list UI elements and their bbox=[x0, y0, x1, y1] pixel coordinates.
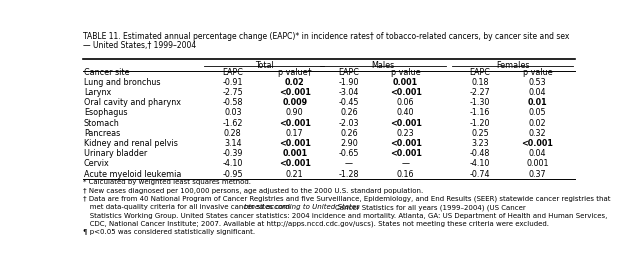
Text: -3.04: -3.04 bbox=[339, 88, 359, 97]
Text: Cancer Statistics for all years (1999–2004) (US Cancer: Cancer Statistics for all years (1999–20… bbox=[335, 204, 526, 211]
Text: CDC, National Cancer Institute; 2007. Available at http://apps.nccd.cdc.gov/uscs: CDC, National Cancer Institute; 2007. Av… bbox=[83, 221, 549, 227]
Text: 3.23: 3.23 bbox=[471, 139, 489, 148]
Text: 0.21: 0.21 bbox=[286, 170, 304, 179]
Text: 3.14: 3.14 bbox=[224, 139, 242, 148]
Text: 0.01: 0.01 bbox=[528, 98, 547, 107]
Text: -0.39: -0.39 bbox=[222, 149, 243, 158]
Text: 2.90: 2.90 bbox=[340, 139, 358, 148]
Text: Cancer site: Cancer site bbox=[84, 68, 129, 77]
Text: 0.05: 0.05 bbox=[529, 108, 546, 117]
Text: <0.001: <0.001 bbox=[279, 118, 311, 127]
Text: Acute myeloid leukemia: Acute myeloid leukemia bbox=[84, 170, 181, 179]
Text: -2.03: -2.03 bbox=[339, 118, 360, 127]
Text: -0.74: -0.74 bbox=[470, 170, 490, 179]
Text: 0.53: 0.53 bbox=[529, 78, 546, 86]
Text: <0.001: <0.001 bbox=[279, 88, 311, 97]
Text: 0.18: 0.18 bbox=[471, 78, 489, 86]
Text: -0.45: -0.45 bbox=[339, 98, 360, 107]
Text: -4.10: -4.10 bbox=[222, 159, 243, 168]
Text: Oral cavity and pharynx: Oral cavity and pharynx bbox=[84, 98, 181, 107]
Text: Lung and bronchus: Lung and bronchus bbox=[84, 78, 160, 86]
Text: <0.001: <0.001 bbox=[279, 159, 311, 168]
Text: 0.28: 0.28 bbox=[224, 129, 242, 138]
Text: p value†: p value† bbox=[278, 68, 312, 77]
Text: 0.009: 0.009 bbox=[282, 98, 308, 107]
Text: -1.20: -1.20 bbox=[470, 118, 490, 127]
Text: <0.001: <0.001 bbox=[279, 139, 311, 148]
Text: 0.26: 0.26 bbox=[340, 108, 358, 117]
Text: -4.10: -4.10 bbox=[470, 159, 490, 168]
Text: -0.58: -0.58 bbox=[222, 98, 243, 107]
Text: 0.90: 0.90 bbox=[286, 108, 304, 117]
Text: <0.001: <0.001 bbox=[390, 139, 422, 148]
Text: p value: p value bbox=[522, 68, 552, 77]
Text: -0.48: -0.48 bbox=[470, 149, 490, 158]
Text: —: — bbox=[345, 159, 353, 168]
Text: TABLE 11. Estimated annual percentage change (EAPC)* in incidence rates† of toba: TABLE 11. Estimated annual percentage ch… bbox=[83, 32, 570, 41]
Text: 0.03: 0.03 bbox=[224, 108, 242, 117]
Text: bined according to United States: bined according to United States bbox=[244, 204, 362, 210]
Text: * Calculated by weighted least squares method.: * Calculated by weighted least squares m… bbox=[83, 179, 251, 185]
Text: 0.06: 0.06 bbox=[397, 98, 414, 107]
Text: 0.32: 0.32 bbox=[529, 129, 546, 138]
Text: -1.62: -1.62 bbox=[222, 118, 243, 127]
Text: 0.02: 0.02 bbox=[285, 78, 304, 86]
Text: † Data are from 40 National Program of Cancer Registries and five Surveillance, : † Data are from 40 National Program of C… bbox=[83, 196, 611, 203]
Text: Females: Females bbox=[496, 61, 529, 70]
Text: -1.28: -1.28 bbox=[339, 170, 360, 179]
Text: 0.04: 0.04 bbox=[529, 149, 546, 158]
Text: <0.001: <0.001 bbox=[390, 88, 422, 97]
Text: 0.23: 0.23 bbox=[397, 129, 415, 138]
Text: 0.04: 0.04 bbox=[529, 88, 546, 97]
Text: Statistics Working Group. United States cancer statistics: 2004 incidence and mo: Statistics Working Group. United States … bbox=[83, 213, 608, 219]
Text: Kidney and renal pelvis: Kidney and renal pelvis bbox=[84, 139, 178, 148]
Text: † New cases diagnosed per 100,000 persons, age adjusted to the 2000 U.S. standar: † New cases diagnosed per 100,000 person… bbox=[83, 188, 424, 194]
Text: Males: Males bbox=[372, 61, 395, 70]
Text: EAPC: EAPC bbox=[470, 68, 490, 77]
Text: Pancreas: Pancreas bbox=[84, 129, 121, 138]
Text: Larynx: Larynx bbox=[84, 88, 112, 97]
Text: 0.17: 0.17 bbox=[286, 129, 304, 138]
Text: EAPC: EAPC bbox=[222, 68, 243, 77]
Text: — United States,† 1999–2004: — United States,† 1999–2004 bbox=[83, 41, 197, 50]
Text: EAPC: EAPC bbox=[338, 68, 360, 77]
Text: -1.30: -1.30 bbox=[470, 98, 490, 107]
Text: -2.27: -2.27 bbox=[470, 88, 490, 97]
Text: Cervix: Cervix bbox=[84, 159, 110, 168]
Text: -0.95: -0.95 bbox=[222, 170, 243, 179]
Text: 0.02: 0.02 bbox=[529, 118, 546, 127]
Text: Stomach: Stomach bbox=[84, 118, 120, 127]
Text: -1.16: -1.16 bbox=[470, 108, 490, 117]
Text: 0.001: 0.001 bbox=[282, 149, 308, 158]
Text: —: — bbox=[402, 159, 410, 168]
Text: 0.16: 0.16 bbox=[397, 170, 414, 179]
Text: Esophagus: Esophagus bbox=[84, 108, 128, 117]
Text: -2.75: -2.75 bbox=[222, 88, 243, 97]
Text: 0.001: 0.001 bbox=[393, 78, 418, 86]
Text: Total: Total bbox=[255, 61, 274, 70]
Text: 0.40: 0.40 bbox=[397, 108, 414, 117]
Text: <0.001: <0.001 bbox=[390, 149, 422, 158]
Text: 0.001: 0.001 bbox=[526, 159, 549, 168]
Text: Urinary bladder: Urinary bladder bbox=[84, 149, 147, 158]
Text: ¶ p<0.05 was considered statistically significant.: ¶ p<0.05 was considered statistically si… bbox=[83, 229, 255, 235]
Text: met data-quality criteria for all invasive cancer sites com: met data-quality criteria for all invasi… bbox=[83, 204, 290, 210]
Text: 0.25: 0.25 bbox=[471, 129, 489, 138]
Text: <0.001: <0.001 bbox=[521, 139, 553, 148]
Text: -0.65: -0.65 bbox=[339, 149, 360, 158]
Text: <0.001: <0.001 bbox=[390, 118, 422, 127]
Text: 0.37: 0.37 bbox=[529, 170, 546, 179]
Text: 0.26: 0.26 bbox=[340, 129, 358, 138]
Text: -1.90: -1.90 bbox=[339, 78, 360, 86]
Text: p value: p value bbox=[391, 68, 420, 77]
Text: -0.91: -0.91 bbox=[222, 78, 243, 86]
